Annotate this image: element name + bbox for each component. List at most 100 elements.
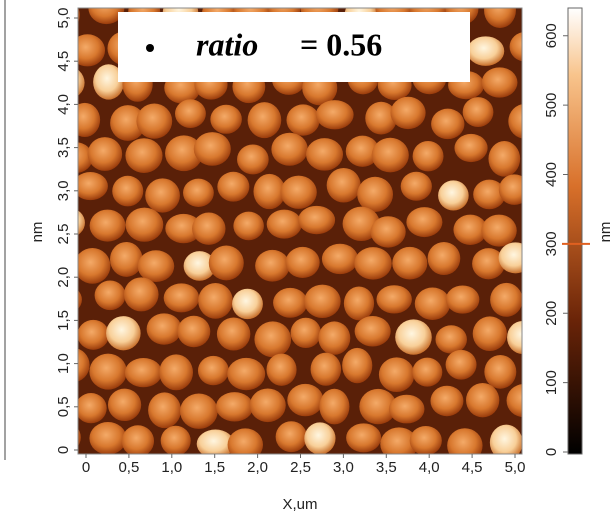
grain <box>125 138 162 173</box>
grain <box>306 138 343 171</box>
grain <box>136 104 172 139</box>
grain <box>304 285 340 318</box>
y-tick-label: 0,5 <box>55 396 72 417</box>
grain <box>110 242 143 277</box>
grain <box>395 319 432 354</box>
grain <box>354 247 392 280</box>
grain <box>484 355 516 389</box>
grain <box>355 316 391 346</box>
y-tick-label: 3,5 <box>55 137 72 158</box>
grain <box>217 318 250 351</box>
grain <box>430 386 463 417</box>
grain <box>510 32 542 62</box>
y-tick-label: 2,5 <box>55 224 72 245</box>
grain <box>216 392 253 421</box>
annotation-symbol: ratio <box>196 26 258 62</box>
grain <box>376 285 411 313</box>
y-tick-label: 1,0 <box>55 353 72 374</box>
grain <box>490 425 523 461</box>
grain <box>273 288 307 318</box>
grain <box>88 137 123 171</box>
grain <box>75 393 106 423</box>
grain <box>401 172 432 201</box>
grain <box>463 97 494 127</box>
grain <box>415 288 450 321</box>
grain <box>180 394 218 429</box>
y-tick-label: 1,5 <box>55 310 72 331</box>
grain <box>227 358 265 390</box>
x-tick-label: 1,5 <box>204 459 225 476</box>
grain <box>412 358 442 387</box>
grain <box>198 356 229 385</box>
annotation-text: = 0.56 <box>300 26 382 62</box>
x-tick-label: 0,5 <box>118 459 139 476</box>
grain <box>250 389 286 423</box>
x-tick-label: 2,0 <box>247 459 268 476</box>
grain <box>466 383 499 417</box>
grain <box>473 316 507 351</box>
grain <box>232 289 263 319</box>
annotation-box <box>118 12 470 82</box>
grain <box>217 172 249 202</box>
grain <box>183 179 214 207</box>
x-tick-label: 1,0 <box>161 459 182 476</box>
grain <box>74 248 110 284</box>
grain <box>276 421 307 452</box>
x-axis-label: X,um <box>282 496 317 513</box>
grain <box>342 348 372 383</box>
y-axis-label: nm <box>29 222 46 243</box>
x-tick-label: 3,5 <box>376 459 397 476</box>
grain <box>161 426 191 456</box>
grain <box>428 242 461 275</box>
grain <box>490 283 522 317</box>
colorbar-tick-label: 100 <box>543 370 560 395</box>
grain <box>106 316 141 350</box>
grain <box>467 36 504 66</box>
grain <box>112 176 143 207</box>
grain <box>392 247 427 280</box>
grain <box>372 138 409 173</box>
y-tick-label: 0 <box>55 446 72 454</box>
grain <box>311 353 342 386</box>
grain <box>304 422 335 454</box>
grain <box>267 210 302 239</box>
grain <box>447 428 482 463</box>
grain <box>126 208 164 242</box>
grain <box>389 395 425 424</box>
grain <box>138 250 175 282</box>
grain <box>507 384 542 417</box>
grain <box>286 247 320 278</box>
colorbar-label: nm <box>597 222 613 243</box>
grain <box>287 384 323 416</box>
grain <box>210 105 242 134</box>
grain <box>148 392 181 428</box>
grain <box>108 389 141 421</box>
x-tick-label: 5,0 <box>505 459 526 476</box>
grain <box>508 104 541 139</box>
grain <box>89 354 126 390</box>
grain <box>410 426 442 455</box>
grain <box>95 280 126 310</box>
grain <box>286 104 319 135</box>
grain <box>488 141 520 177</box>
grain <box>438 180 469 210</box>
colorbar-tick-label: 0 <box>543 448 560 456</box>
y-tick-label: 2,0 <box>55 267 72 288</box>
grain <box>122 425 154 456</box>
y-tick-label: 3,0 <box>55 180 72 201</box>
grain <box>280 176 316 209</box>
grain <box>446 350 477 380</box>
grain <box>70 103 101 137</box>
grain <box>233 212 264 241</box>
grain <box>454 134 487 162</box>
grain <box>192 213 225 245</box>
colorbar-tick-label: 600 <box>543 23 560 48</box>
grain <box>322 244 358 274</box>
grain <box>379 357 414 392</box>
x-tick-label: 4,5 <box>462 459 483 476</box>
grain <box>48 285 82 314</box>
grain <box>89 422 126 454</box>
grain <box>344 286 374 320</box>
chart: ratio = 0.56 X,um nm nm 0 0,5 1,0 1,5 2,0 2,5… <box>0 0 613 518</box>
grain <box>435 325 466 353</box>
